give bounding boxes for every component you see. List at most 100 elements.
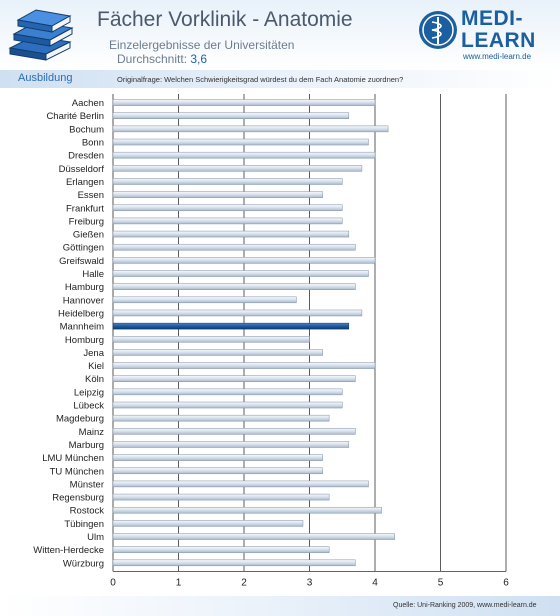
logo-line2: LEARN	[461, 29, 536, 52]
bar	[112, 243, 356, 251]
bar	[112, 283, 356, 290]
bar	[112, 428, 356, 435]
category-label: Marburg	[69, 440, 104, 451]
bar	[112, 151, 376, 159]
bar	[112, 309, 363, 317]
category-label: Rostock	[70, 506, 105, 517]
category-label: Lübeck	[73, 401, 104, 412]
bar	[112, 349, 323, 356]
bar	[112, 191, 323, 198]
category-label: Heidelberg	[58, 308, 104, 319]
category-label: Düsseldorf	[59, 164, 105, 175]
category-label: Charité Berlin	[46, 111, 104, 122]
category-label: Regensburg	[52, 493, 104, 504]
category-label: Leipzig	[74, 387, 104, 398]
x-tick-label: 0	[110, 577, 116, 588]
bar	[112, 533, 395, 540]
x-tick-labels: 0 1 2 3 4 5 6	[110, 577, 509, 588]
bar	[112, 138, 369, 146]
bar	[112, 362, 376, 369]
x-tick-label: 1	[176, 577, 182, 588]
bar	[112, 467, 323, 475]
x-tick-label: 2	[241, 577, 247, 588]
category-label: Erlangen	[66, 177, 104, 188]
bar	[112, 546, 330, 553]
category-label: Dresden	[68, 151, 104, 162]
logo-url: www.medi-learn.de	[463, 52, 532, 61]
bar	[112, 559, 356, 567]
page-title: Fächer Vorklinik - Anatomie	[97, 8, 353, 31]
bar	[112, 493, 330, 501]
bar	[112, 441, 350, 448]
x-tick-label: 4	[372, 577, 378, 588]
bar	[112, 99, 376, 106]
bar	[112, 480, 369, 488]
bar	[112, 165, 363, 172]
bar	[112, 125, 389, 133]
header-band	[0, 0, 560, 70]
category-label: Bochum	[69, 124, 104, 135]
category-label: Würzburg	[63, 558, 104, 569]
logo-line1: MEDI-	[461, 7, 523, 30]
chart-grid	[112, 94, 507, 572]
average-label: Durchschnitt:	[117, 52, 188, 66]
page-subtitle: Einzelergebnisse der Universitäten	[109, 38, 295, 52]
category-label: Halle	[82, 269, 104, 280]
bar	[112, 230, 350, 238]
section-band	[0, 70, 560, 88]
category-label: Köln	[85, 374, 104, 385]
x-tick-label: 5	[438, 577, 444, 588]
logo-text: MEDI- LEARN	[461, 8, 536, 52]
section-label: Ausbildung	[18, 72, 73, 84]
bar	[112, 414, 330, 422]
category-label: Frankfurt	[66, 203, 104, 214]
bar	[112, 217, 343, 225]
category-label: Magdeburg	[56, 414, 104, 425]
category-label: LMU München	[42, 453, 104, 464]
books-icon	[8, 9, 74, 61]
bar	[112, 401, 343, 409]
bar	[112, 112, 350, 119]
bar	[112, 322, 350, 330]
category-label: Mannheim	[60, 322, 104, 333]
bar	[112, 520, 304, 527]
footer-band	[0, 596, 560, 616]
bar	[112, 375, 356, 382]
category-label: Mainz	[79, 427, 105, 438]
category-label: Hannover	[63, 295, 104, 306]
question-text: Originalfrage: Welchen Schwierigkeitsgra…	[117, 75, 404, 84]
average-line: Durchschnitt: 3,6	[117, 52, 207, 66]
category-label: Münster	[70, 479, 104, 490]
source-note: Quelle: Uni-Ranking 2009, www.medi-learn…	[393, 602, 537, 609]
chart-bars	[112, 99, 395, 567]
category-label: Tübingen	[64, 519, 104, 530]
category-label: Jena	[83, 348, 104, 359]
bar	[112, 270, 369, 277]
bar	[112, 336, 310, 343]
x-tick-label: 3	[307, 577, 313, 588]
category-label: Witten-Herdecke	[33, 545, 104, 556]
category-label: Gießen	[73, 230, 104, 241]
category-label: Göttingen	[63, 243, 104, 254]
bar	[112, 454, 323, 461]
bar	[112, 296, 297, 304]
category-label: Hamburg	[65, 282, 104, 293]
category-label: Greifswald	[59, 256, 104, 267]
category-label: Aachen	[72, 98, 104, 109]
bar	[112, 204, 343, 212]
category-label: Freiburg	[69, 216, 104, 227]
bar	[112, 388, 343, 396]
bar	[112, 506, 382, 514]
x-tick-label: 6	[503, 577, 509, 588]
category-label: Bonn	[82, 138, 104, 149]
category-label: Homburg	[65, 335, 104, 346]
average-value: 3,6	[190, 52, 208, 66]
bar	[112, 257, 376, 264]
category-label: TU München	[50, 466, 104, 477]
medi-learn-logo	[419, 11, 457, 49]
bar	[112, 178, 343, 185]
category-label: Essen	[78, 190, 104, 201]
category-label: Kiel	[88, 361, 104, 372]
category-label: Ulm	[87, 532, 104, 543]
